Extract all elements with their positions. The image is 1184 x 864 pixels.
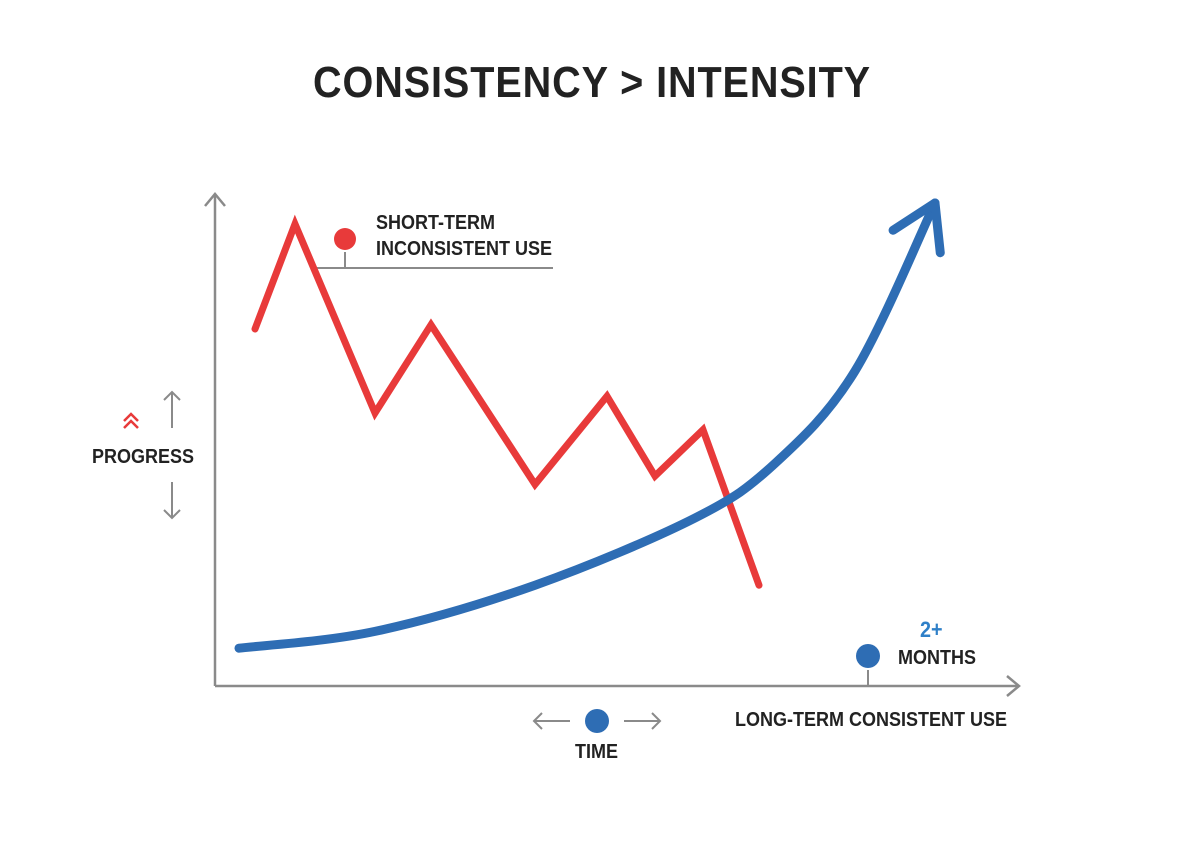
time-marker [585, 709, 609, 733]
progress-label: PROGRESS [92, 446, 195, 468]
y-axis [204, 192, 226, 686]
short-term-series-line [251, 214, 763, 589]
long-term-series-line [234, 198, 940, 653]
left-arrow-icon [532, 712, 570, 730]
months-label: MONTHS [898, 647, 977, 669]
down-arrow-icon [163, 482, 181, 520]
short-term-label-line1: SHORT-TERM [376, 212, 495, 234]
months-marker [856, 644, 880, 668]
up-arrow-icon [163, 390, 181, 428]
long-term-label: LONG-TERM CONSISTENT USE [735, 709, 1008, 731]
short-term-label-line2: INCONSISTENT USE [376, 238, 553, 260]
double-chevron-up-icon [123, 412, 139, 429]
short-term-marker [334, 228, 356, 250]
long-term-arrowhead [888, 198, 945, 258]
x-axis [215, 675, 1021, 697]
time-label: TIME [575, 741, 619, 763]
right-arrow-icon [624, 712, 662, 730]
short-term-leader [312, 252, 553, 269]
months-value: 2+ [920, 617, 943, 642]
chart-title: CONSISTENCY > INTENSITY [313, 58, 871, 107]
